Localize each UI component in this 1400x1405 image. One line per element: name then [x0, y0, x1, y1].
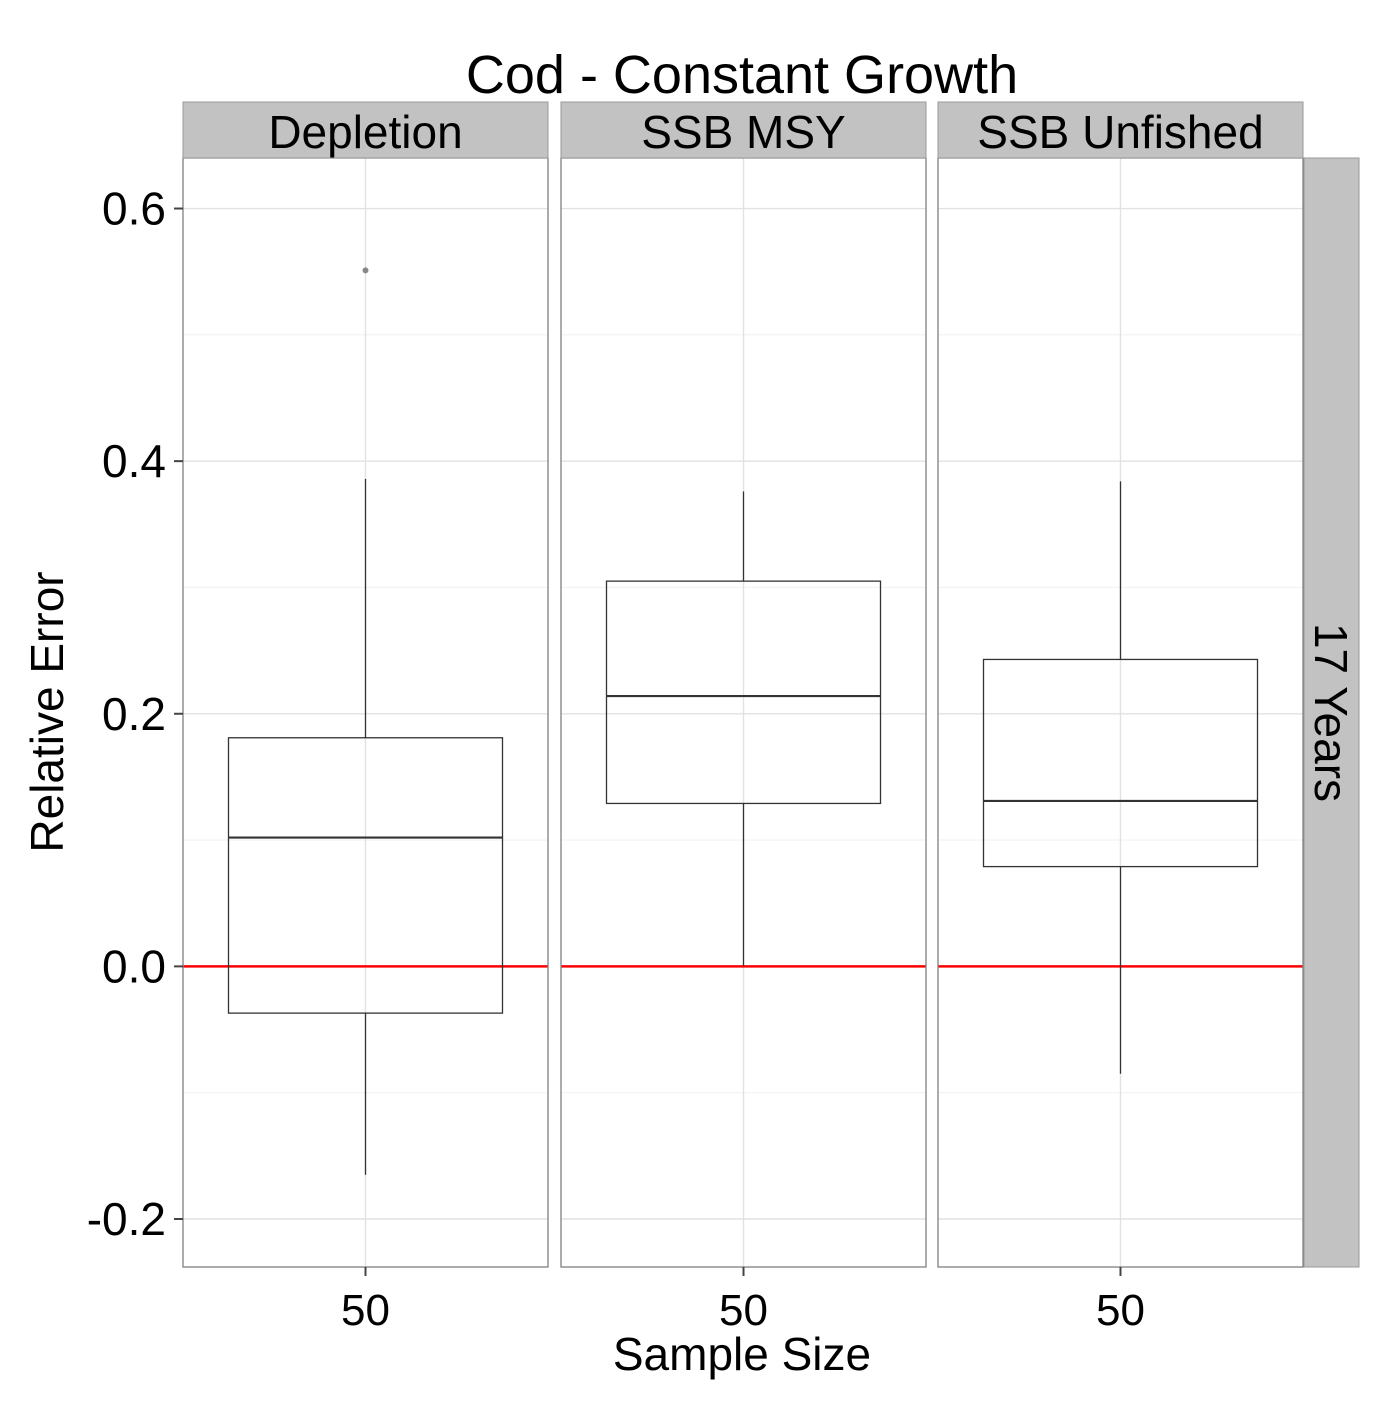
panel-ssb-msy: SSB MSY 50 — [560, 101, 927, 1335]
y-tick-label: 0.6 — [102, 183, 166, 235]
chart-title: Cod - Constant Growth — [466, 45, 1018, 105]
panel-strip — [182, 101, 549, 159]
panel-ssb-unfished: SSB Unfished 50 — [937, 101, 1304, 1335]
x-axis-label: Sample Size — [613, 1328, 871, 1380]
panel-strip-label: Depletion — [268, 106, 462, 158]
x-tick-label: 50 — [341, 1286, 390, 1335]
panel-strip — [560, 101, 927, 159]
iqr-box — [605, 580, 882, 805]
iqr-box — [982, 658, 1259, 868]
panel-strip — [937, 101, 1304, 159]
row-strip: 17 Years — [1303, 157, 1360, 1268]
x-tick-label: 50 — [1096, 1286, 1145, 1335]
x-tick-label: 50 — [719, 1286, 768, 1335]
panel-strip-label: SSB MSY — [641, 106, 846, 158]
panel-depletion: Depletion 50 — [182, 101, 549, 1335]
row-strip-background — [1303, 157, 1360, 1268]
y-tick-label: 0.2 — [102, 688, 166, 740]
panels-layer: Depletion 50 SSB MSY 50 SSB Unfished 50 — [182, 101, 1304, 1335]
y-tick-label: -0.2 — [87, 1193, 166, 1245]
row-strip-label: 17 Years — [1305, 623, 1357, 802]
iqr-box — [227, 737, 504, 1014]
y-tick-label: 0.4 — [102, 435, 166, 487]
y-axis-label: Relative Error — [21, 571, 73, 852]
outlier-point — [362, 267, 369, 274]
y-axis: -0.2 0.0 0.2 0.4 0.6 — [87, 183, 183, 1245]
panel-strip-label: SSB Unfished — [977, 106, 1263, 158]
y-tick-label: 0.0 — [102, 940, 166, 992]
